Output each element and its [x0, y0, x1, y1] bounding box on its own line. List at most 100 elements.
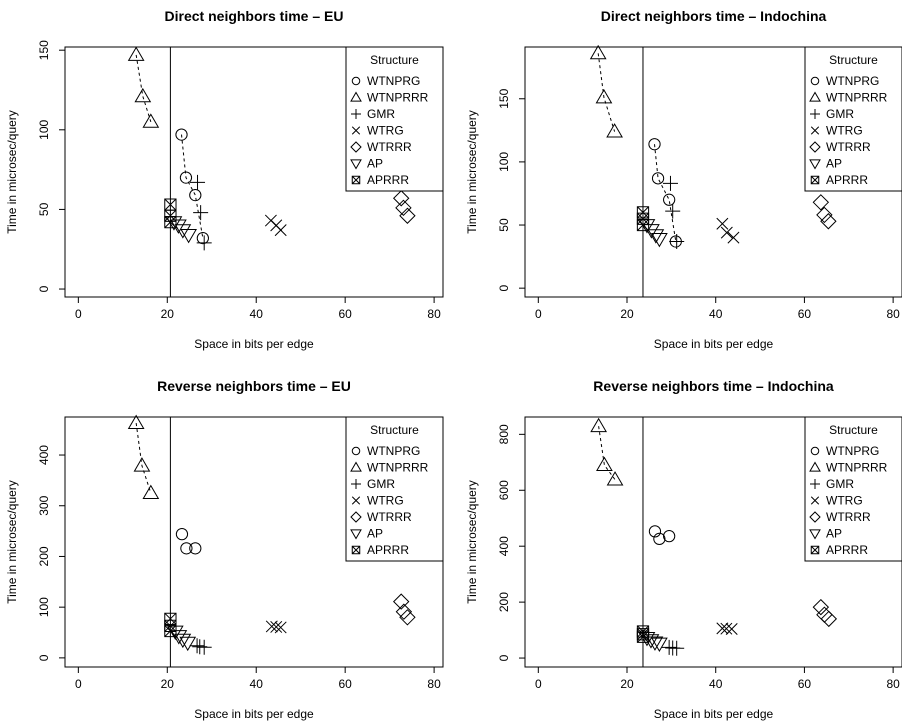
legend-label: APRRR — [367, 173, 409, 187]
legend-wtrrr-icon — [809, 511, 821, 523]
y-tick-label: 150 — [497, 88, 511, 108]
x-tick-label: 20 — [161, 677, 175, 691]
x-tick-label: 0 — [535, 307, 542, 321]
point-wtnprg — [648, 525, 662, 538]
legend-label: APRRR — [367, 543, 409, 557]
legend-label: GMR — [826, 107, 854, 121]
legend-label: WTNPRRR — [826, 461, 888, 475]
point-gmr — [669, 640, 685, 656]
legend-label: APRRR — [826, 543, 868, 557]
y-axis-label: Time in microsec/query — [5, 110, 19, 234]
legend-label: WTNPRG — [826, 444, 879, 458]
y-tick-label: 50 — [497, 218, 511, 232]
point-gmr — [665, 203, 681, 219]
point-gmr — [661, 639, 677, 655]
point-gmr — [196, 235, 212, 251]
legend-label: WTRG — [826, 494, 863, 508]
point-wtnprg — [196, 231, 209, 245]
legend-title: Structure — [370, 53, 419, 67]
legend: Structure WTNPRG WTNPRRR GMR WTRG WTRRR AP APRR… — [804, 46, 902, 192]
y-tick-label: 0 — [497, 285, 511, 292]
point-wtrg — [725, 622, 738, 635]
point-wtnprrr — [127, 414, 145, 429]
x-axis-label: Space in bits per edge — [654, 337, 774, 351]
legend-label: WTRG — [367, 494, 404, 508]
legend-wtnprrr-icon — [809, 91, 821, 102]
x-tick-label: 80 — [427, 677, 441, 691]
x-tick-label: 80 — [427, 307, 441, 321]
x-tick-label: 40 — [709, 677, 723, 691]
legend-ap-icon — [350, 529, 362, 540]
point-gmr — [669, 233, 685, 249]
legend-gmr-icon — [351, 109, 361, 119]
legend-label: GMR — [367, 477, 395, 491]
point-aprrr — [636, 630, 650, 643]
scatter-panel-3: Reverse neighbors time – EU 0 20 40 60 80 0 100… — [5, 378, 444, 721]
x-tick-label: 80 — [886, 677, 900, 691]
x-tick-label: 20 — [620, 307, 634, 321]
y-tick-label: 200 — [497, 592, 511, 612]
x-tick-label: 0 — [535, 677, 542, 691]
point-wtrrr — [399, 609, 416, 626]
point-aprrr — [164, 624, 177, 638]
y-tick-label: 0 — [37, 654, 51, 661]
point-wtrg — [716, 217, 729, 230]
legend-wtrg-icon — [351, 496, 361, 505]
legend-ap-icon — [350, 159, 362, 170]
legend-label: GMR — [367, 107, 395, 121]
legend: Structure WTNPRG WTNPRRR GMR WTRG WTRRR AP APRR… — [345, 46, 444, 192]
legend: Structure WTNPRG WTNPRRR GMR WTRG WTRRR AP APRR… — [804, 416, 902, 562]
point-wtnprrr — [596, 456, 613, 471]
point-wtrrr — [399, 207, 416, 224]
legend-box — [345, 416, 444, 562]
series-line-wtnprrr — [135, 54, 152, 122]
x-tick-label: 40 — [250, 677, 264, 691]
legend-wtrrr-icon — [809, 141, 821, 153]
legend-gmr-icon — [810, 479, 820, 489]
point-wtnprg — [189, 542, 202, 555]
y-tick-label: 0 — [37, 285, 51, 292]
legend-label: WTNPRRR — [826, 91, 888, 105]
legend-aprrr-icon — [810, 175, 820, 185]
legend-label: WTRRR — [826, 140, 871, 154]
point-aprrr — [636, 218, 650, 232]
x-tick-label: 40 — [250, 307, 264, 321]
x-tick-label: 60 — [338, 307, 352, 321]
legend-box — [804, 416, 902, 562]
point-wtnprg — [179, 171, 193, 184]
scatter-panel-2: Direct neighbors time – Indochina 0 20 40 60… — [465, 8, 902, 351]
series-line-wtnprrr — [597, 53, 616, 132]
legend-label: WTNPRG — [826, 74, 879, 88]
legend-ap-icon — [809, 159, 821, 170]
legend-gmr-icon — [810, 109, 820, 119]
point-wtnprg — [175, 528, 189, 541]
point-wtnprg — [663, 193, 676, 206]
point-gmr — [662, 175, 678, 191]
y-tick-label: 50 — [37, 202, 51, 216]
point-wtrg — [716, 622, 729, 635]
y-tick-label: 0 — [497, 654, 511, 661]
y-tick-label: 200 — [37, 546, 51, 566]
point-wtrg — [274, 224, 287, 237]
point-wtrg — [720, 622, 733, 635]
point-wtrrr — [395, 603, 413, 620]
legend-title: Structure — [829, 423, 878, 437]
point-wtnprrr — [142, 484, 160, 499]
legend-wtnprrr-icon — [809, 461, 821, 472]
plot-title: Direct neighbors time – EU — [165, 8, 344, 24]
y-axis-label: Time in microsec/query — [5, 480, 19, 604]
point-wtrrr — [816, 206, 833, 224]
point-wtnprrr — [127, 46, 145, 61]
point-wtnprg — [648, 138, 661, 151]
point-wtrg — [274, 621, 287, 634]
legend-wtrrr-icon — [350, 141, 362, 153]
x-axis-label: Space in bits per edge — [194, 337, 314, 351]
legend-wtnprg-icon — [810, 446, 820, 456]
point-wtrrr — [812, 598, 830, 616]
series-line-wtnprg — [181, 134, 204, 239]
point-gmr — [196, 639, 212, 655]
legend-wtnprg-icon — [351, 446, 361, 456]
point-wtnprg — [653, 532, 666, 546]
point-ap — [651, 233, 668, 248]
scatter-panel-4: Reverse neighbors time – Indochina 0 20 40 6… — [465, 378, 902, 721]
